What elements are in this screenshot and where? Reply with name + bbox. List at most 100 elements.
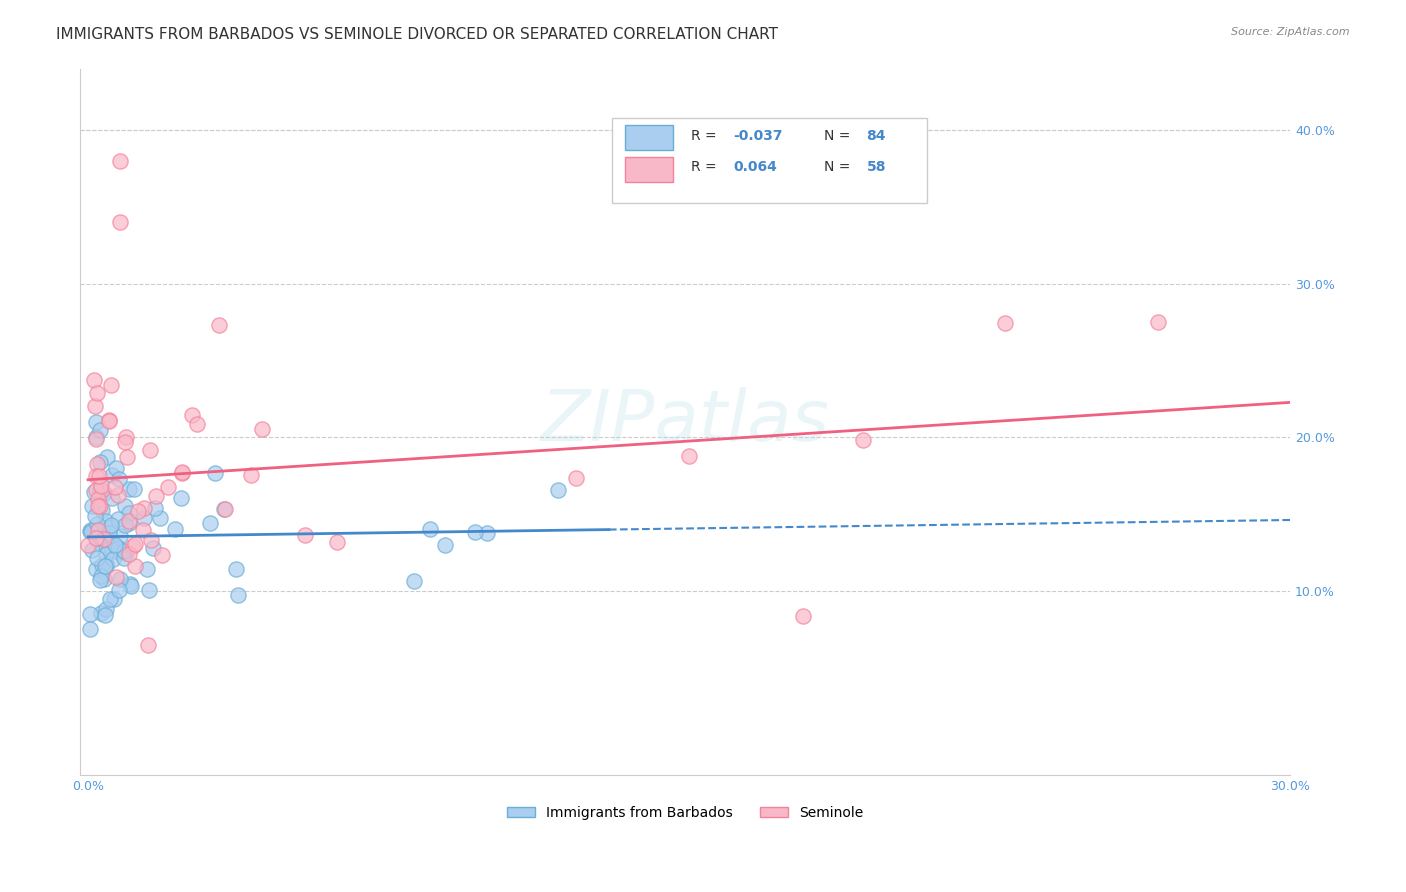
Point [90, 558, 112, 573]
Point [80, 525, 103, 540]
Point [94, 557, 117, 571]
Point [225, 561, 247, 575]
Point [994, 316, 1017, 330]
Text: N =: N = [824, 161, 855, 175]
Point [86, 430, 108, 444]
Point [86, 524, 108, 538]
Point [852, 433, 875, 447]
Point [132, 500, 155, 515]
Point [89, 531, 111, 545]
Point [239, 467, 262, 482]
Point [134, 511, 156, 525]
Point [114, 430, 136, 444]
Point [83, 524, 105, 538]
Point [89, 573, 111, 587]
Point [94, 547, 117, 561]
Point [90, 479, 112, 493]
Point [98, 591, 121, 606]
Point [98, 542, 121, 557]
Point [564, 471, 586, 485]
Point [433, 538, 456, 552]
Point [121, 539, 143, 553]
Point [132, 523, 155, 537]
Point [186, 417, 208, 431]
Point [86, 385, 108, 400]
Text: R =: R = [692, 161, 721, 175]
Point [141, 541, 163, 555]
Text: 84: 84 [866, 128, 886, 143]
Point [84, 468, 107, 483]
Point [86, 457, 108, 471]
Point [87, 535, 110, 549]
Point [107, 545, 129, 559]
Point [89, 455, 111, 469]
Point [94, 514, 117, 528]
Point [118, 506, 141, 520]
Point [79, 623, 101, 637]
Point [204, 467, 226, 481]
Bar [624, 125, 673, 150]
Point [105, 461, 128, 475]
Point [80, 543, 103, 558]
Point [107, 541, 129, 555]
Point [120, 579, 142, 593]
Point [84, 531, 107, 545]
Point [100, 519, 122, 533]
Point [169, 491, 191, 506]
Point [149, 511, 172, 525]
Point [104, 570, 127, 584]
Point [86, 517, 108, 532]
Point [107, 488, 129, 502]
Point [165, 523, 187, 537]
Point [84, 432, 107, 446]
Point [98, 413, 121, 427]
Point [93, 486, 115, 500]
Point [1146, 315, 1168, 329]
Point [136, 562, 159, 576]
Point [86, 551, 108, 566]
Point [108, 153, 131, 168]
Point [115, 450, 138, 465]
Point [84, 399, 107, 413]
Point [94, 559, 117, 574]
Text: ZIPatlas: ZIPatlas [540, 387, 830, 457]
Point [108, 472, 131, 486]
Point [101, 543, 124, 558]
Point [547, 483, 569, 497]
Text: 0.064: 0.064 [734, 161, 778, 175]
Point [138, 582, 160, 597]
Point [77, 538, 100, 552]
Point [124, 558, 146, 573]
Point [200, 516, 222, 531]
Point [100, 468, 122, 483]
Point [83, 373, 105, 387]
Point [104, 538, 127, 552]
Point [84, 483, 107, 498]
Text: N =: N = [824, 128, 855, 143]
Point [114, 517, 136, 532]
Text: IMMIGRANTS FROM BARBADOS VS SEMINOLE DIVORCED OR SEPARATED CORRELATION CHART: IMMIGRANTS FROM BARBADOS VS SEMINOLE DIV… [56, 27, 779, 42]
Point [110, 572, 132, 586]
Point [156, 480, 179, 494]
Point [112, 551, 135, 566]
Point [98, 525, 121, 540]
Point [84, 562, 107, 576]
Point [103, 591, 125, 606]
Text: 58: 58 [866, 161, 886, 175]
Point [139, 442, 162, 457]
Point [214, 501, 236, 516]
Point [118, 515, 141, 529]
Point [84, 415, 107, 429]
Point [108, 215, 131, 229]
Point [104, 480, 127, 494]
Point [118, 482, 141, 496]
Point [402, 574, 425, 588]
Legend: Immigrants from Barbados, Seminole: Immigrants from Barbados, Seminole [501, 800, 869, 825]
Point [678, 449, 700, 463]
Point [93, 532, 115, 546]
Point [325, 535, 347, 549]
Point [143, 501, 166, 516]
Point [419, 522, 441, 536]
Point [118, 577, 141, 591]
Point [108, 582, 131, 597]
